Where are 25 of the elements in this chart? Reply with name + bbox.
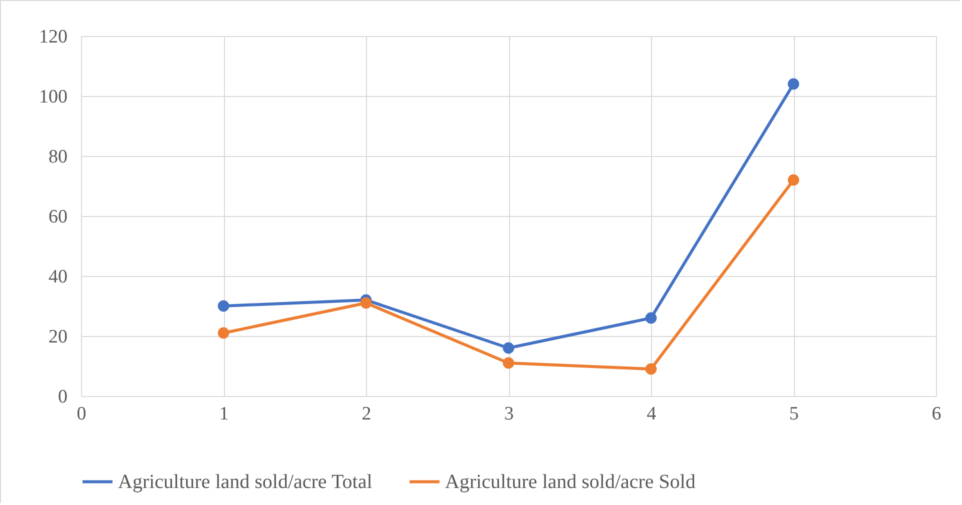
x-tick-label: 1 [219, 404, 229, 424]
point [502, 357, 514, 369]
y-tick-label: 20 [48, 326, 68, 348]
x-tick-label: 6 [932, 404, 942, 424]
y-tick-label: 120 [39, 26, 68, 48]
point [218, 300, 230, 312]
point [788, 78, 800, 90]
y-tick-label: 0 [58, 386, 68, 408]
x-tick-label: 0 [76, 404, 86, 424]
legend-label: Agriculture land sold/acre Sold [445, 470, 696, 493]
point [645, 363, 657, 375]
y-tick-label: 40 [48, 266, 68, 288]
point [645, 312, 657, 324]
point [502, 342, 514, 354]
y-tick-label: 60 [48, 206, 68, 228]
y-tick-label: 100 [39, 86, 68, 108]
point [218, 327, 230, 339]
y-tick-label: 80 [48, 146, 68, 168]
x-tick-label: 5 [789, 404, 799, 424]
legend-label: Agriculture land sold/acre Total [118, 470, 373, 493]
x-tick-label: 4 [646, 404, 657, 424]
point [788, 174, 800, 186]
x-tick-label: 3 [504, 404, 514, 424]
x-tick-label: 2 [362, 404, 372, 424]
point [360, 297, 372, 309]
